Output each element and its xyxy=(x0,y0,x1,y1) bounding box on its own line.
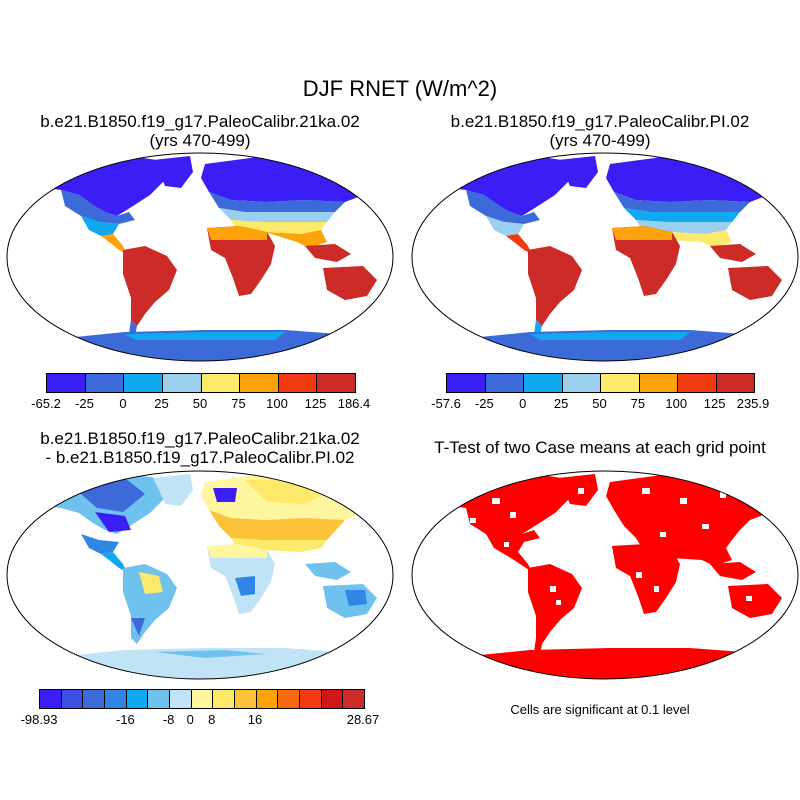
antarctica-land xyxy=(420,648,790,679)
colorbar-label: 125 xyxy=(304,396,327,411)
colorbar-label: -65.2 xyxy=(31,396,61,411)
colorbar-box xyxy=(321,690,344,708)
south-america-land xyxy=(123,246,177,326)
colorbar-box xyxy=(562,374,601,392)
colorbar-label: 0 xyxy=(519,396,527,411)
colorbar-label: 75 xyxy=(231,396,246,411)
north-america-land xyxy=(434,156,575,216)
colorbar-box xyxy=(678,374,717,392)
colorbar-box xyxy=(256,690,279,708)
colorbar-label: 100 xyxy=(266,396,288,411)
colorbar-box xyxy=(105,690,127,708)
colorbar-label: -57.6 xyxy=(431,396,461,411)
colorbar-box xyxy=(601,374,640,392)
significance-note: Cells are significant at 0.1 level xyxy=(510,702,690,717)
panel1-title: b.e21.B1850.f19_g17.PaleoCalibr.21ka.02 … xyxy=(0,112,400,150)
colorbar-pi xyxy=(446,373,755,393)
colorbar-label: 235.9 xyxy=(736,396,770,411)
colorbar-box xyxy=(716,374,754,392)
colorbar-box xyxy=(240,374,279,392)
colorbar-box xyxy=(85,374,125,392)
panel1-title-line1: b.e21.B1850.f19_g17.PaleoCalibr.21ka.02 xyxy=(40,112,360,131)
colorbar-box xyxy=(639,374,678,392)
map-pi xyxy=(411,152,799,362)
south-america-land xyxy=(528,564,582,654)
colorbar-box xyxy=(47,374,86,392)
colorbar-box xyxy=(148,690,171,708)
colorbar-label: 28.67 xyxy=(346,712,380,727)
colorbar-box xyxy=(40,690,62,708)
panel4-title: T-Test of two Case means at each grid po… xyxy=(400,438,800,457)
greenland-land xyxy=(153,474,193,506)
colorbar-box xyxy=(447,374,486,392)
eurasia-land xyxy=(201,156,377,202)
colorbar-label: 186.4 xyxy=(337,396,371,411)
colorbar-label: -25 xyxy=(474,396,494,411)
map-21ka xyxy=(6,152,394,362)
colorbar-box xyxy=(343,690,365,708)
colorbar-label: -8 xyxy=(162,712,175,727)
colorbar-label: 75 xyxy=(630,396,646,411)
australia-land xyxy=(323,266,377,300)
map-difference xyxy=(6,470,394,680)
colorbar-21ka xyxy=(46,373,356,393)
colorbar-label: 50 xyxy=(592,396,607,411)
colorbar-box xyxy=(126,690,149,708)
colorbar-box xyxy=(278,690,301,708)
colorbar-box xyxy=(300,690,322,708)
colorbar-box xyxy=(124,374,163,392)
colorbar-box xyxy=(162,374,202,392)
panel3-title: b.e21.B1850.f19_g17.PaleoCalibr.21ka.02 … xyxy=(0,429,400,467)
eurasia-land xyxy=(606,156,782,202)
colorbar-box xyxy=(83,690,106,708)
colorbar-label: 8 xyxy=(208,712,216,727)
colorbar-box xyxy=(201,374,241,392)
map-ttest xyxy=(411,470,799,680)
australia-land xyxy=(728,266,782,300)
colorbar-box xyxy=(278,374,318,392)
south-america-land xyxy=(528,246,582,326)
colorbar-label: 50 xyxy=(192,396,208,411)
africa-land xyxy=(612,226,680,296)
colorbar-label: 100 xyxy=(665,396,688,411)
panel3-title-line2: - b.e21.B1850.f19_g17.PaleoCalibr.PI.02 xyxy=(45,448,355,467)
colorbar-difference xyxy=(39,689,365,709)
panel3-title-line1: b.e21.B1850.f19_g17.PaleoCalibr.21ka.02 xyxy=(40,429,360,448)
figure-title: DJF RNET (W/m^2) xyxy=(302,76,498,101)
north-america-land xyxy=(29,156,170,216)
colorbar-box xyxy=(524,374,563,392)
panel2-title-line1: b.e21.B1850.f19_g17.PaleoCalibr.PI.02 xyxy=(450,112,750,131)
australia-land xyxy=(728,584,782,618)
panel4-title-line1: T-Test of two Case means at each grid po… xyxy=(434,438,766,457)
colorbar-label: 16 xyxy=(247,712,263,727)
north-america-land xyxy=(434,474,575,572)
panel2-title: b.e21.B1850.f19_g17.PaleoCalibr.PI.02 (y… xyxy=(400,112,800,150)
colorbar-box xyxy=(235,690,257,708)
colorbar-box xyxy=(485,374,524,392)
colorbar-label: -98.93 xyxy=(20,712,58,727)
colorbar-label: 0 xyxy=(119,396,127,411)
colorbar-box xyxy=(61,690,84,708)
colorbar-box xyxy=(317,374,355,392)
colorbar-box xyxy=(191,690,214,708)
africa-land xyxy=(207,226,275,296)
colorbar-label: 0 xyxy=(186,712,194,727)
greenland-land xyxy=(153,156,193,188)
colorbar-label: -25 xyxy=(75,396,94,411)
colorbar-label: 125 xyxy=(703,396,726,411)
panel2-title-line2: (yrs 470-499) xyxy=(549,131,651,150)
colorbar-box xyxy=(213,690,236,708)
africa-land xyxy=(612,544,680,614)
greenland-land xyxy=(558,156,598,188)
colorbar-box xyxy=(170,690,192,708)
colorbar-label: 25 xyxy=(154,396,169,411)
panel1-title-line2: (yrs 470-499) xyxy=(149,131,251,150)
colorbar-label: 25 xyxy=(553,396,569,411)
colorbar-label: -16 xyxy=(115,712,135,727)
